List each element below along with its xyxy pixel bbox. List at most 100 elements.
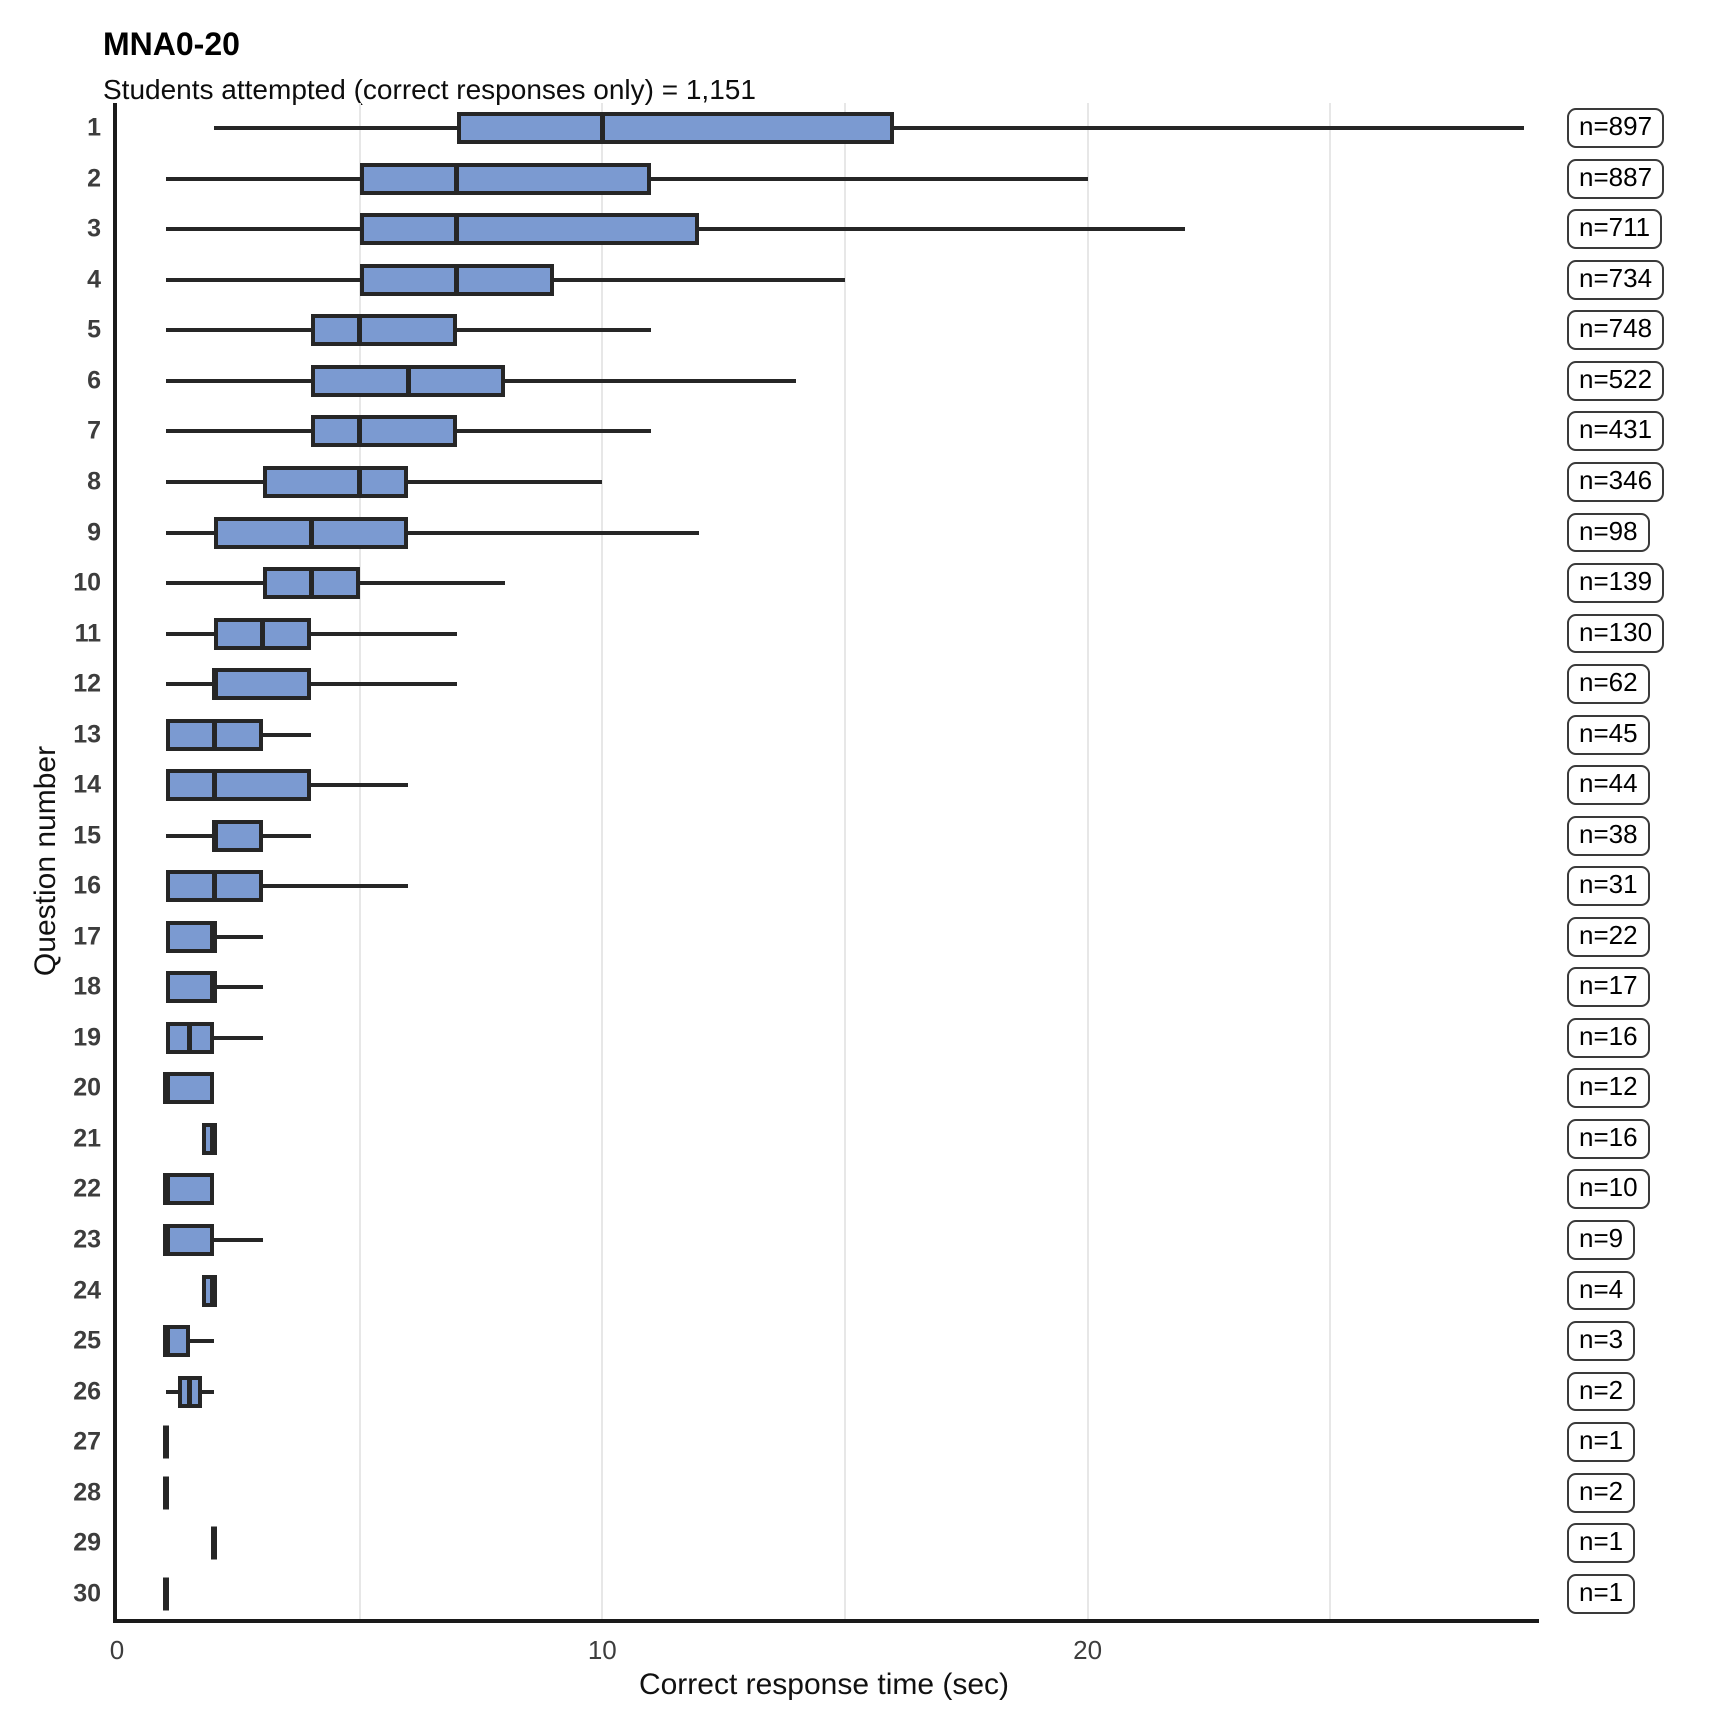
boxplot-row: 13 n=45	[73, 709, 1650, 760]
x-tick-label: 0	[109, 1635, 125, 1665]
n-count-badge: n=4	[1567, 1270, 1636, 1311]
y-tick-label: 21	[73, 1124, 101, 1153]
y-tick-label: 7	[87, 416, 101, 445]
x-tick-label: 10	[587, 1635, 617, 1665]
n-count-badge: n=16	[1567, 1118, 1650, 1159]
median-line	[163, 1223, 169, 1256]
median-line	[454, 263, 460, 296]
boxplot-row: 1 n=897	[87, 103, 1665, 154]
median-line	[308, 516, 314, 549]
boxplot-row: 30 n=1	[73, 1568, 1636, 1619]
boxplot-row: 22 n=10	[73, 1164, 1650, 1215]
y-tick-label: 17	[73, 922, 101, 951]
boxplot-row: 27 n=1	[73, 1417, 1636, 1468]
boxplot-row: 6 n=522	[87, 356, 1665, 407]
whisker-line	[165, 1035, 263, 1040]
iqr-box	[311, 415, 457, 448]
n-count-badge: n=62	[1567, 664, 1650, 705]
iqr-box	[214, 668, 312, 701]
y-tick-label: 10	[73, 568, 101, 597]
boxplot-row: 19 n=16	[73, 1013, 1650, 1064]
median-line	[211, 718, 217, 751]
y-axis-label: Question number	[29, 745, 62, 977]
y-tick-label: 3	[87, 214, 101, 243]
boxplot-row: 7 n=431	[87, 406, 1665, 457]
n-count-badge: n=3	[1567, 1321, 1636, 1362]
plot-area: 0 10 20 1 n=897 2 n=887 3 n=711 4 n=734 5 …	[73, 103, 1665, 1663]
boxplot-row: 16 n=31	[73, 861, 1650, 912]
median-line	[211, 819, 217, 852]
y-tick-label: 22	[73, 1174, 101, 1203]
single-value-mark	[162, 1425, 169, 1459]
n-count-badge: n=1	[1567, 1523, 1636, 1564]
n-count-badge: n=98	[1567, 512, 1650, 553]
median-line	[163, 1072, 169, 1105]
iqr-box	[165, 1223, 215, 1256]
single-value-mark	[162, 1476, 169, 1510]
y-tick-label: 19	[73, 1023, 101, 1052]
y-tick-label: 1	[87, 113, 101, 142]
median-line	[163, 1325, 169, 1358]
n-count-badge: n=346	[1567, 462, 1665, 502]
iqr-box	[165, 769, 312, 802]
n-count-badge: n=44	[1567, 765, 1650, 806]
n-count-badge: n=2	[1567, 1371, 1636, 1412]
n-count-badge: n=31	[1567, 866, 1650, 907]
n-count-badge: n=17	[1567, 967, 1650, 1008]
boxplot-row: 11 n=130	[75, 608, 1665, 659]
n-count-badge: n=887	[1567, 158, 1665, 199]
median-line	[357, 465, 363, 498]
median-line	[211, 769, 217, 802]
chart-subtitle: Students attempted (correct responses on…	[103, 74, 756, 105]
iqr-box	[359, 162, 651, 195]
median-line	[599, 112, 605, 145]
iqr-box	[359, 213, 700, 246]
n-count-badge: n=1	[1567, 1422, 1636, 1463]
n-count-badge: n=12	[1567, 1068, 1650, 1109]
iqr-box	[311, 314, 457, 347]
y-tick-label: 14	[73, 770, 101, 799]
gridline	[843, 103, 846, 1619]
iqr-box	[165, 971, 215, 1004]
n-count-badge: n=139	[1567, 563, 1665, 604]
iqr-box	[456, 112, 894, 145]
boxplot-row: 17 n=22	[73, 912, 1650, 963]
boxplot-row: 28 n=2	[73, 1467, 1636, 1518]
gridline	[1086, 103, 1089, 1619]
median-line	[211, 1274, 217, 1307]
boxplot-row: 12 n=62	[73, 659, 1650, 710]
boxplot-row: 25 n=3	[73, 1316, 1636, 1367]
median-line	[260, 617, 266, 650]
boxplot-row: 5 n=748	[87, 305, 1665, 356]
boxplot-row: 10 n=139	[73, 558, 1665, 609]
x-axis-label: Correct response time (sec)	[638, 1668, 1010, 1701]
boxplot-row: 8 n=346	[87, 457, 1665, 508]
whisker-line	[165, 1339, 215, 1344]
y-tick-label: 27	[73, 1427, 101, 1456]
n-count-badge: n=711	[1567, 209, 1663, 250]
median-line	[211, 870, 217, 903]
boxplot-row: 20 n=12	[73, 1063, 1650, 1114]
n-count-badge: n=431	[1567, 411, 1665, 452]
median-line	[163, 1173, 169, 1206]
single-value-mark	[162, 1577, 169, 1611]
median-line	[211, 920, 217, 953]
y-tick-label: 5	[87, 315, 101, 344]
n-count-badge: n=38	[1567, 815, 1650, 856]
iqr-box	[214, 819, 263, 852]
n-count-badge: n=9	[1567, 1220, 1636, 1260]
boxplot-row: 15 n=38	[73, 810, 1650, 861]
chart-title: MNA0-20	[103, 26, 240, 62]
median-line	[308, 567, 314, 600]
whisker-line	[165, 1237, 263, 1242]
n-count-badge: n=10	[1567, 1169, 1650, 1210]
median-line	[187, 1021, 193, 1054]
boxplot-row: 4 n=734	[87, 255, 1665, 306]
n-count-badge: n=2	[1567, 1472, 1636, 1513]
y-tick-label: 6	[87, 366, 101, 395]
boxplot-row: 9 n=98	[87, 507, 1650, 558]
whisker-line	[165, 631, 457, 636]
median-line	[454, 213, 460, 246]
y-tick-label: 8	[87, 467, 101, 496]
n-count-badge: n=1	[1567, 1573, 1636, 1614]
